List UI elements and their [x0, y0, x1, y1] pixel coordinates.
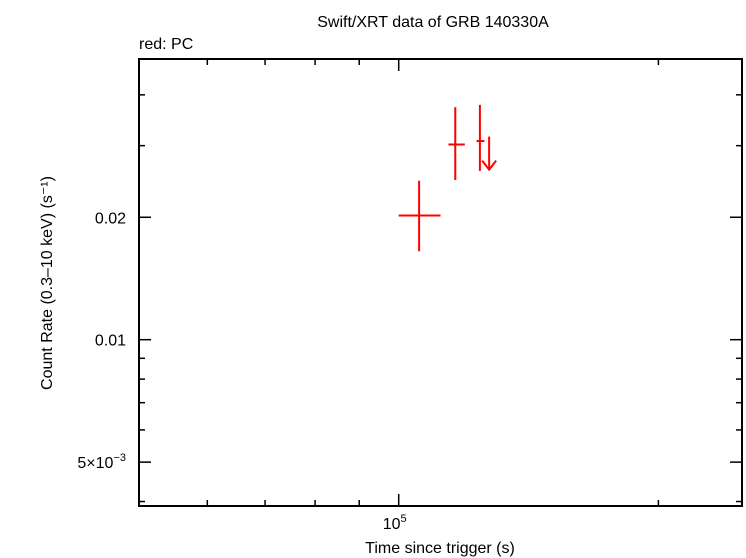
plot-frame	[138, 58, 743, 507]
x-tick-label: 105	[383, 513, 407, 533]
y-tick-label: 5×10−3	[77, 452, 126, 472]
chart-title: Swift/XRT data of GRB 140330A	[317, 14, 549, 31]
axis-tick-labels: 105 5×10−3 0.01 0.02	[77, 210, 406, 533]
y-tick-label: 0.01	[95, 333, 126, 350]
data-point	[476, 104, 485, 171]
x-axis-label: Time since trigger (s)	[365, 540, 515, 557]
upper-limit	[481, 136, 497, 172]
data-point	[448, 107, 465, 180]
data-marks	[398, 104, 497, 252]
axis-ticks	[138, 59, 742, 506]
upper-limit-arrow-head	[481, 159, 497, 172]
y-tick-label: 0.02	[95, 210, 126, 227]
data-point	[398, 180, 441, 252]
y-axis-label: Count Rate (0.3–10 keV) (s⁻¹)	[39, 176, 56, 390]
chart-subtitle: red: PC	[139, 36, 193, 53]
